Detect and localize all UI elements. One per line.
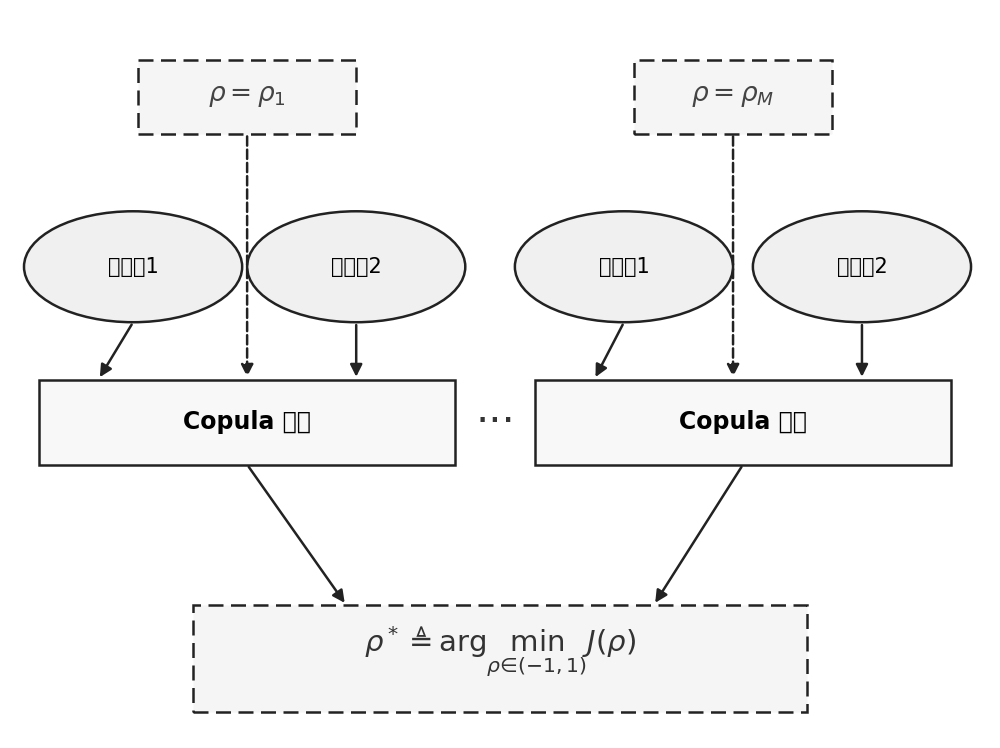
Text: 传感器2: 传感器2 — [331, 257, 382, 277]
Text: $\rho=\rho_1$: $\rho=\rho_1$ — [208, 84, 286, 109]
Text: Copula 融合: Copula 融合 — [679, 410, 807, 434]
Bar — [138, 60, 356, 134]
Text: $\rho=\rho_M$: $\rho=\rho_M$ — [691, 84, 775, 109]
Text: 传感器1: 传感器1 — [108, 257, 158, 277]
Text: $\rho^* \triangleq \mathrm{arg}\min_{\rho\in(-1,1)} J(\rho)$: $\rho^* \triangleq \mathrm{arg}\min_{\rh… — [364, 624, 636, 678]
Ellipse shape — [515, 211, 733, 322]
Ellipse shape — [247, 211, 465, 322]
Text: Copula 融合: Copula 融合 — [183, 410, 311, 434]
Ellipse shape — [24, 211, 242, 322]
Bar — [193, 605, 807, 712]
Bar — [634, 60, 832, 134]
Ellipse shape — [753, 211, 971, 322]
Text: ···: ··· — [475, 401, 515, 443]
Text: 传感器1: 传感器1 — [599, 257, 649, 277]
Text: 传感器2: 传感器2 — [837, 257, 887, 277]
Bar — [535, 379, 951, 465]
Bar — [39, 379, 455, 465]
